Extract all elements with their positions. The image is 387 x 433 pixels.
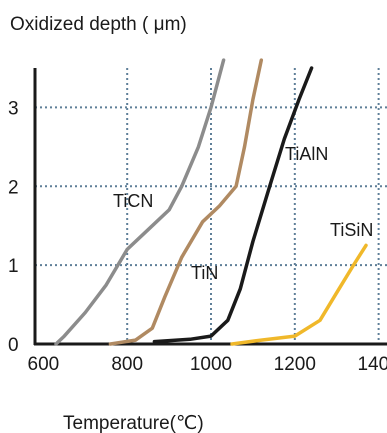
y-tick-label-3: 3 <box>8 98 19 119</box>
x-tick-label-600: 600 <box>28 354 60 375</box>
x-axis-title: Temperature(℃) <box>63 413 204 433</box>
axes <box>33 68 387 346</box>
y-tick-label-1: 1 <box>8 256 19 277</box>
series-lines <box>54 58 368 346</box>
y-tick-label-0: 0 <box>8 335 19 356</box>
x-tick-label-1000: 1000 <box>190 354 232 375</box>
series-label-tisin: TiSiN <box>330 220 373 240</box>
series-line-ticn <box>54 58 226 346</box>
series-label-ticn: TiCN <box>113 191 153 211</box>
series-line-tialn <box>152 66 314 344</box>
series-label-tin: TiN <box>191 263 218 283</box>
y-tick-label-2: 2 <box>8 177 19 198</box>
y-axis-title: Oxidized depth ( μm) <box>10 14 187 35</box>
series-label-tialn: TiAlN <box>285 144 328 164</box>
x-tick-label-800: 800 <box>111 354 143 375</box>
series-line-tin <box>108 58 264 346</box>
series-line-tisin <box>230 243 368 346</box>
x-tick-label-1200: 1200 <box>274 354 316 375</box>
series-labels: TiCN TiN TiAlN TiSiN <box>113 144 373 283</box>
